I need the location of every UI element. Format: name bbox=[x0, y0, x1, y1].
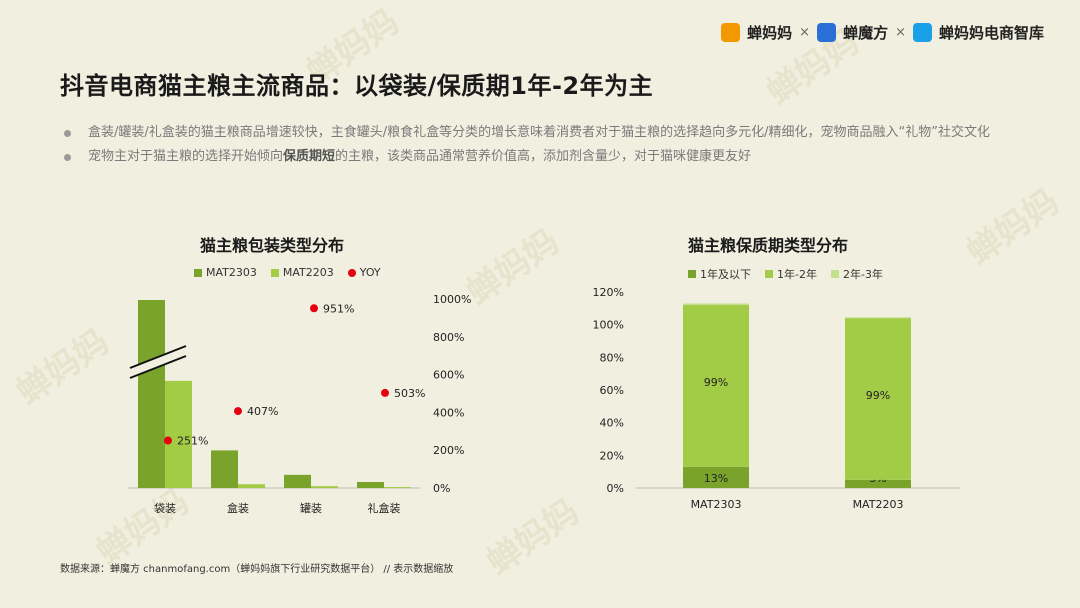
bar-segment-1y-2y bbox=[845, 318, 911, 480]
axis-break-mark bbox=[129, 345, 187, 369]
legend-swatch bbox=[270, 268, 279, 277]
bar-segment-2y-3y bbox=[683, 303, 749, 306]
y2-tick-label: 600% bbox=[433, 369, 464, 382]
y-tick-label: 0% bbox=[607, 482, 624, 495]
bar-mat2303 bbox=[357, 481, 384, 488]
brand-chanmama: 蝉妈妈 bbox=[747, 24, 793, 42]
legend-item: 1年-2年 bbox=[765, 266, 817, 282]
chanmama-logo-icon bbox=[721, 23, 741, 42]
yoy-data-label: 951% bbox=[323, 302, 354, 315]
bar-segment-2y-3y bbox=[845, 317, 911, 319]
bullet-text-pre: 宠物主对于猫主粮的选择开始倾向 bbox=[88, 149, 284, 164]
bar-data-label: 13% bbox=[704, 472, 728, 485]
bullet-text: 盒装/罐装/礼盒装的猫主粮商品增速较快，主食罐头/粮食礼盒等分类的增长意味着消费… bbox=[88, 125, 990, 140]
y-tick-label: 40% bbox=[600, 417, 624, 430]
bar-segment-1y-or-less bbox=[845, 479, 911, 488]
y2-tick-label: 1000% bbox=[433, 293, 471, 306]
chart1-legend: MAT2303 MAT2203 YOY bbox=[194, 266, 381, 279]
legend-label: 2年-3年 bbox=[842, 268, 883, 281]
bullet-item: 宠物主对于猫主粮的选择开始倾向保质期短的主粮，该类商品通常营养价值高，添加剂含量… bbox=[64, 146, 1004, 168]
y2-tick-label: 800% bbox=[433, 331, 464, 344]
bar-data-label: 99% bbox=[704, 376, 728, 389]
yoy-point bbox=[164, 436, 172, 445]
brand-zhiku: 蝉妈妈电商智库 bbox=[938, 24, 1044, 42]
legend-item: MAT2203 bbox=[270, 266, 334, 279]
bullet-dot bbox=[64, 130, 71, 137]
y2-tick-label: 200% bbox=[433, 444, 464, 457]
yoy-point bbox=[381, 388, 389, 397]
bullet-dot bbox=[64, 154, 71, 161]
x-tick-label: 盒装 bbox=[227, 501, 249, 515]
x-tick-label: 礼盒装 bbox=[368, 501, 401, 515]
legend-item: 1年及以下 bbox=[688, 266, 751, 282]
legend-swatch bbox=[347, 268, 356, 277]
bar-data-label: 99% bbox=[866, 389, 890, 402]
axis-break-mark bbox=[129, 355, 187, 379]
bar-segment-1y-or-less bbox=[683, 466, 749, 488]
yoy-data-label: 407% bbox=[247, 405, 278, 418]
page-title: 抖音电商猫主粮主流商品：以袋装/保质期1年-2年为主 bbox=[60, 72, 654, 100]
yoy-point bbox=[234, 407, 242, 416]
legend-label: MAT2203 bbox=[282, 266, 334, 279]
yoy-point bbox=[310, 304, 318, 313]
y-tick-label: 100% bbox=[593, 319, 624, 332]
x-tick-label: 袋装 bbox=[154, 501, 176, 515]
header-logos: 蝉妈妈 × 蝉魔方 × 蝉妈妈电商智库 bbox=[721, 22, 1044, 43]
x-tick-label: 罐装 bbox=[300, 502, 322, 515]
bar-segment-1y-2y bbox=[683, 305, 749, 467]
brand-chanmofang: 蝉魔方 bbox=[843, 24, 889, 42]
separator: × bbox=[895, 25, 906, 40]
chart2-plot: 0%20%40%60%80%100%120%13%99%MAT23035%99%… bbox=[593, 286, 960, 511]
legend-item: YOY bbox=[347, 266, 381, 279]
bullet-item: 盒装/罐装/礼盒装的猫主粮商品增速较快，主食罐头/粮食礼盒等分类的增长意味着消费… bbox=[64, 122, 1004, 144]
chart1-title: 猫主粮包装类型分布 bbox=[200, 236, 345, 255]
legend-swatch bbox=[765, 270, 773, 278]
data-source-note: 数据来源：蝉魔方 chanmofang.com（蝉妈妈旗下行业研究数据平台） /… bbox=[60, 564, 454, 575]
bullet-text-bold: 保质期短 bbox=[283, 149, 336, 164]
bar-mat2203 bbox=[384, 487, 411, 488]
bar-mat2203 bbox=[238, 484, 265, 488]
x-tick-label: MAT2203 bbox=[853, 498, 904, 511]
x-tick-label: MAT2303 bbox=[691, 498, 742, 511]
y-tick-label: 120% bbox=[593, 286, 624, 299]
bar-mat2303 bbox=[211, 450, 238, 488]
legend-label: 1年-2年 bbox=[777, 268, 817, 281]
chart1-plot: 袋装 盒装 罐装 礼盒装 0% 200% 400% 600% 800% 1000% 251% 407%… bbox=[128, 293, 471, 515]
bar-mat2303 bbox=[138, 300, 165, 488]
yoy-data-label: 503% bbox=[394, 387, 425, 400]
bar-mat2203 bbox=[165, 380, 192, 488]
yoy-data-label: 251% bbox=[177, 435, 208, 448]
chart2-title: 猫主粮保质期类型分布 bbox=[688, 236, 849, 255]
legend-label: YOY bbox=[359, 266, 381, 279]
y2-tick-label: 400% bbox=[433, 406, 464, 419]
legend-swatch bbox=[830, 270, 839, 278]
axis-break-gap bbox=[130, 346, 186, 378]
legend-label: 1年及以下 bbox=[700, 268, 751, 281]
zhiku-logo-icon bbox=[912, 23, 932, 42]
legend-item: MAT2303 bbox=[194, 266, 257, 279]
legend-swatch bbox=[194, 268, 202, 277]
y-tick-label: 60% bbox=[600, 384, 624, 397]
bar-mat2203 bbox=[311, 486, 338, 488]
y-tick-label: 80% bbox=[600, 351, 624, 364]
bar-mat2303 bbox=[284, 474, 311, 488]
chanmofang-logo-icon bbox=[817, 23, 837, 42]
y-tick-label: 20% bbox=[600, 449, 624, 462]
chart2-legend: 1年及以下 1年-2年 2年-3年 bbox=[688, 266, 883, 282]
bullet-text-post: 的主粮，该类商品通常营养价值高，添加剂含量少，对于猫咪健康更友好 bbox=[335, 149, 752, 164]
legend-item: 2年-3年 bbox=[830, 266, 883, 282]
y2-tick-label: 0% bbox=[433, 482, 450, 495]
bullet-list: 盒装/罐装/礼盒装的猫主粮商品增速较快，主食罐头/粮食礼盒等分类的增长意味着消费… bbox=[64, 122, 1004, 170]
legend-label: MAT2303 bbox=[206, 266, 257, 279]
legend-swatch bbox=[688, 270, 696, 278]
separator: × bbox=[799, 25, 811, 40]
